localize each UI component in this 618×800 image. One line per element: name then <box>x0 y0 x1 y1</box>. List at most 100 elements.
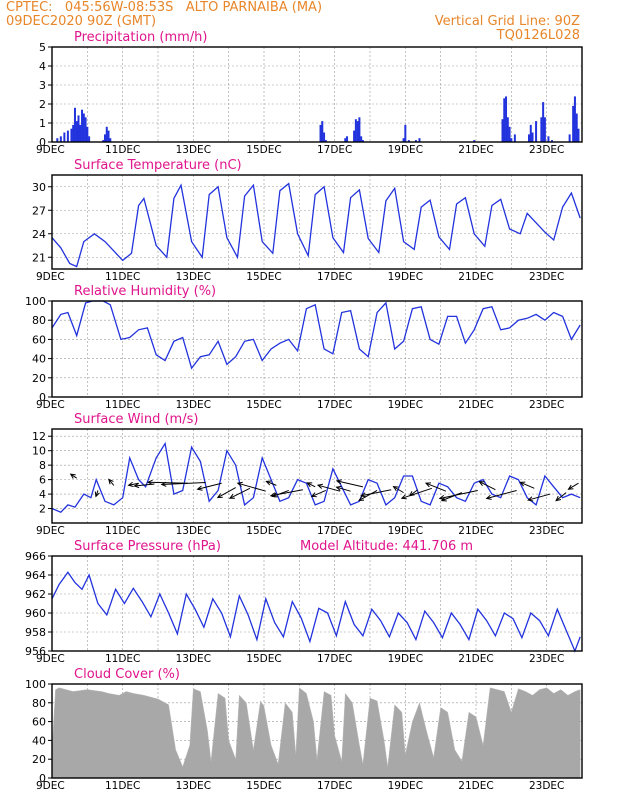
x-tick-label: 15DEC <box>246 271 281 283</box>
precip-bar <box>84 117 87 142</box>
x-tick-label: 15DEC <box>246 525 281 537</box>
wind-arrow <box>336 486 351 492</box>
wind-line <box>51 441 581 513</box>
y-tick-label: 10 <box>32 445 46 458</box>
x-tick-label: 11DEC <box>105 399 140 411</box>
precip-bar <box>568 134 571 142</box>
precip-bar <box>79 124 82 142</box>
x-tick-label: 9DEC <box>36 780 65 792</box>
x-tick-label: 17DEC <box>317 271 352 283</box>
panel-rh: 0 20 40 60 80 100 9DEC 11DEC 13DEC 15DEC 17DEC 19DE… <box>25 284 583 411</box>
wind-arrow-head <box>196 485 203 491</box>
panel-frame <box>51 683 583 779</box>
x-tick-label: 17DEC <box>317 525 352 537</box>
y-tick-label: 958 <box>25 626 46 639</box>
wind-arrow <box>425 482 447 492</box>
precip-bar <box>575 113 578 142</box>
x-tick-label: 19DEC <box>388 780 423 792</box>
wind-arrow-head <box>360 492 367 498</box>
precip-bar <box>321 121 324 142</box>
y-tick-label: 4 <box>39 488 46 501</box>
wind-arrow <box>307 482 316 488</box>
y-tick-label: 21 <box>32 251 46 264</box>
precip-bar <box>109 138 112 142</box>
wind-arrow <box>229 487 251 499</box>
y-tick-label: 40 <box>32 734 46 747</box>
precip-bar <box>501 119 504 142</box>
wind-arrow-head <box>69 473 76 479</box>
panel-title: Surface Pressure (hPa) <box>74 539 221 554</box>
wind-arrow-head <box>438 495 445 501</box>
wind-arrow-head <box>127 481 134 487</box>
wind-arrow-head <box>567 484 574 490</box>
precip-bar <box>358 117 361 142</box>
wind-arrow <box>270 489 303 497</box>
precip-bar <box>107 130 110 142</box>
wind-arrow <box>266 480 277 486</box>
precip-bar <box>506 117 509 142</box>
y-tick-label: 960 <box>25 607 46 620</box>
wind-arrow <box>128 482 139 486</box>
precip-bar <box>543 117 546 142</box>
panel-temp: 21 24 27 30 9DEC 11DEC 13DEC 15DEC 17DEC 19DEC 21D… <box>32 158 583 283</box>
x-tick-label: 15DEC <box>246 780 281 792</box>
x-tick-label: 13DEC <box>176 271 211 283</box>
wind-arrow-head <box>160 481 167 487</box>
x-tick-label: 19DEC <box>388 399 423 411</box>
wind-arrow <box>486 489 517 499</box>
x-tick-label: 23DEC <box>529 525 564 537</box>
x-tick-label: 23DEC <box>529 780 564 792</box>
y-tick-label: 4 <box>39 60 46 73</box>
wind-arrow-head <box>265 480 272 486</box>
precip-bar <box>360 136 363 142</box>
wind-arrow-head <box>555 495 562 502</box>
wind-arrow-head <box>146 479 153 485</box>
x-tick-label: 21DEC <box>458 144 493 156</box>
wind-arrow <box>108 479 115 486</box>
panel-frame <box>51 174 583 270</box>
panel-frame <box>51 428 583 524</box>
wind-arrow <box>555 492 567 502</box>
precip-bar <box>63 132 66 142</box>
x-tick-label: 9DEC <box>36 144 65 156</box>
x-tick-label: 15DEC <box>246 144 281 156</box>
y-tick-label: 80 <box>32 697 46 710</box>
y-tick-label: 956 <box>25 645 46 658</box>
y-tick-label: 100 <box>25 678 46 691</box>
wind-arrow <box>317 484 341 492</box>
y-tick-label: 0 <box>39 391 46 404</box>
wind-arrow-head <box>485 494 492 500</box>
x-tick-label: 21DEC <box>458 653 493 665</box>
precip-bar <box>346 136 349 142</box>
wind-arrow <box>161 482 206 486</box>
wind-arrow-head <box>310 492 317 498</box>
precip-bar <box>473 140 476 142</box>
precip-bar <box>56 138 59 142</box>
precip-bar <box>572 105 575 142</box>
y-tick-label: 0 <box>39 772 46 785</box>
model-code: TQ0126L028 <box>496 28 580 43</box>
precip-bar <box>77 115 80 142</box>
precip-bar <box>356 121 359 142</box>
wind-arrow-head <box>216 493 223 499</box>
x-tick-label: 9DEC <box>36 525 65 537</box>
wind-arrow-head <box>478 481 485 487</box>
x-tick-label: 13DEC <box>176 653 211 665</box>
x-tick-label: 13DEC <box>176 399 211 411</box>
precip-bar <box>319 124 322 142</box>
precip-bar <box>531 132 534 142</box>
wind-arrow-head <box>236 481 243 487</box>
x-tick-label: 19DEC <box>388 271 423 283</box>
precip-bar <box>361 140 364 142</box>
wind-arrow <box>70 473 78 479</box>
y-tick-label: 962 <box>25 588 46 601</box>
wind-arrow-head <box>358 496 365 502</box>
y-tick-label: 966 <box>25 550 46 563</box>
y-tick-label: 60 <box>32 333 46 346</box>
x-tick-label: 13DEC <box>176 780 211 792</box>
panel-frame <box>51 555 583 652</box>
x-tick-label: 19DEC <box>388 653 423 665</box>
precip-bar <box>414 140 417 142</box>
wind-arrow-head <box>228 494 235 499</box>
